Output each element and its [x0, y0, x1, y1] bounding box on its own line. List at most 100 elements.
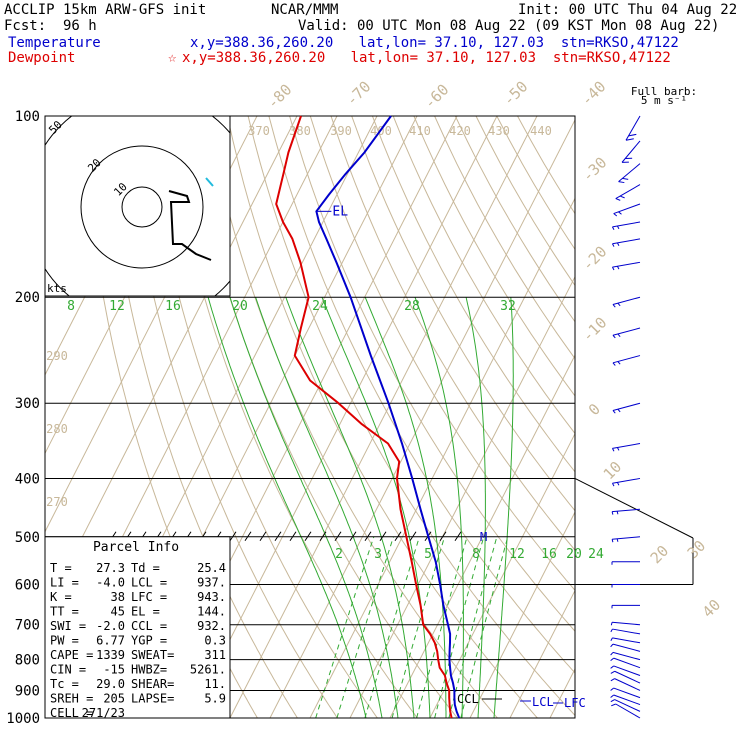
wind-barb-staff	[614, 699, 641, 712]
dry-adiabat-line	[144, 116, 378, 718]
dry-adiabat-label: 430	[488, 124, 510, 138]
parcel-info-key: EL =	[131, 605, 160, 619]
parcel-info-value: 271/23	[82, 706, 125, 720]
isotherm-line	[509, 589, 575, 718]
parcel-info-key: SWEAT=	[131, 648, 174, 662]
wind-barb-staff	[612, 327, 641, 336]
wind-barb-flag	[610, 678, 615, 682]
wind-barb-staff	[612, 238, 641, 245]
parcel-info-value: 6.77	[96, 634, 125, 648]
parcel-info-value: 937.	[197, 576, 226, 590]
wind-barb-flag	[616, 511, 619, 515]
moist-adiabat-line	[255, 297, 399, 718]
parcel-info-key: YGP =	[131, 634, 167, 648]
moist-adiabat-label: 32	[500, 299, 516, 314]
wind-barb-flag	[613, 213, 618, 217]
wind-barb-staff	[614, 678, 641, 691]
dewpoint-star-icon: ☆	[168, 50, 177, 66]
parcel-info-value: 144.	[197, 605, 226, 619]
parcel-info-key: SWI =	[50, 619, 86, 633]
pressure-tick-label: 500	[15, 530, 40, 546]
wind-barb-flag	[610, 652, 614, 656]
frame-slant-line	[574, 477, 694, 539]
wind-barb-flag	[625, 138, 634, 141]
wind-barb-flag	[610, 657, 615, 661]
isotherm-line	[309, 197, 575, 718]
dry-adiabat-line	[309, 116, 575, 592]
mixing-ratio-label: 24	[588, 547, 604, 562]
wind-barb-flag	[616, 447, 620, 451]
isotherm-label: 20	[647, 542, 673, 568]
dry-adiabat-line	[123, 116, 338, 718]
moist-adiabat-line	[465, 297, 486, 718]
wind-barb-staff	[614, 670, 641, 684]
wind-barb-flag	[611, 539, 614, 543]
isotherm-line	[549, 667, 575, 718]
wind-barb-flag	[617, 333, 621, 337]
parcel-info-value: 27.3	[96, 561, 125, 575]
mixing-ratio-label: 3	[374, 547, 382, 562]
wind-barb-flag	[612, 410, 616, 414]
moist-adiabat-label: 12	[109, 299, 125, 314]
isotherm-line	[349, 275, 575, 718]
parcel-info-value: 1339	[96, 648, 125, 662]
mixing-ratio-line	[460, 536, 509, 718]
temperature-trace	[315, 115, 461, 719]
isotherm-label: 0	[585, 400, 604, 419]
dry-adiabat-line	[517, 116, 575, 215]
wind-barb-flag	[610, 665, 615, 669]
hodograph-ring-10	[121, 186, 163, 228]
wind-barbs: Full barb:5 m s⁻¹	[610, 85, 697, 719]
hodograph-wind-marker	[205, 177, 214, 187]
isotherm-label: 10	[600, 458, 626, 484]
parcel-info-box	[44, 536, 231, 719]
dry-adiabat-label: 390	[330, 124, 352, 138]
parcel-info-value: -4.0	[96, 576, 125, 590]
isotherm-label: 30	[684, 537, 710, 563]
wind-barb-staff	[615, 184, 641, 200]
plot-frame	[44, 115, 576, 719]
wind-barb-staff	[612, 621, 641, 626]
parcel-info-value: 311	[204, 648, 226, 662]
wind-barb-staff	[612, 637, 641, 644]
parcel-info-key: CAPE =	[50, 648, 93, 662]
hodograph-frame	[44, 115, 231, 297]
wind-barb-flag	[610, 628, 613, 633]
isotherm-label: 40	[699, 596, 725, 622]
wind-barb-flag	[611, 226, 615, 230]
wind-barb-staff	[612, 443, 641, 449]
hodograph-ring-20	[80, 145, 204, 269]
wind-barb-flag	[610, 637, 613, 642]
parcel-info-value: 45	[111, 605, 125, 619]
wind-barb-staff	[612, 477, 641, 484]
wind-barb-staff	[615, 703, 641, 719]
wind-barb-flag	[616, 242, 620, 246]
barb-legend-title: Full barb:	[631, 85, 697, 98]
wind-barb-flag	[610, 694, 615, 698]
isotherm-line	[229, 116, 538, 718]
dry-adiabat-label: 290	[46, 349, 68, 363]
parcel-info-key: LI =	[50, 576, 79, 590]
wind-barb-staff	[612, 221, 641, 228]
wind-barb-flag	[611, 448, 615, 452]
isotherm-label: -40	[578, 78, 610, 110]
moist-adiabat-label: 20	[232, 299, 248, 314]
parcel-info-key: CELL =	[50, 706, 93, 720]
dry-adiabat-label: 420	[449, 124, 471, 138]
wind-barb-staff	[612, 643, 641, 652]
dry-adiabat-label: 280	[46, 422, 68, 436]
mixing-ratio-line	[336, 536, 394, 718]
parcel-info-key: SHEAR=	[131, 677, 174, 691]
parcel-info-key: LCL =	[131, 576, 167, 590]
wind-barb-staff	[613, 665, 641, 676]
parcel-info-key: PW =	[50, 634, 79, 648]
dry-adiabat-line	[330, 116, 575, 551]
mixing-ratio-label: 12	[509, 547, 525, 562]
dry-adiabat-label: 410	[409, 124, 431, 138]
mixing-ratio-line	[391, 536, 445, 718]
dewpoint-legend-label: Dewpoint	[8, 50, 76, 66]
parcel-info-key: TT =	[50, 605, 79, 619]
wind-barb-flag	[617, 361, 621, 365]
isotherm-label: -50	[500, 78, 532, 110]
